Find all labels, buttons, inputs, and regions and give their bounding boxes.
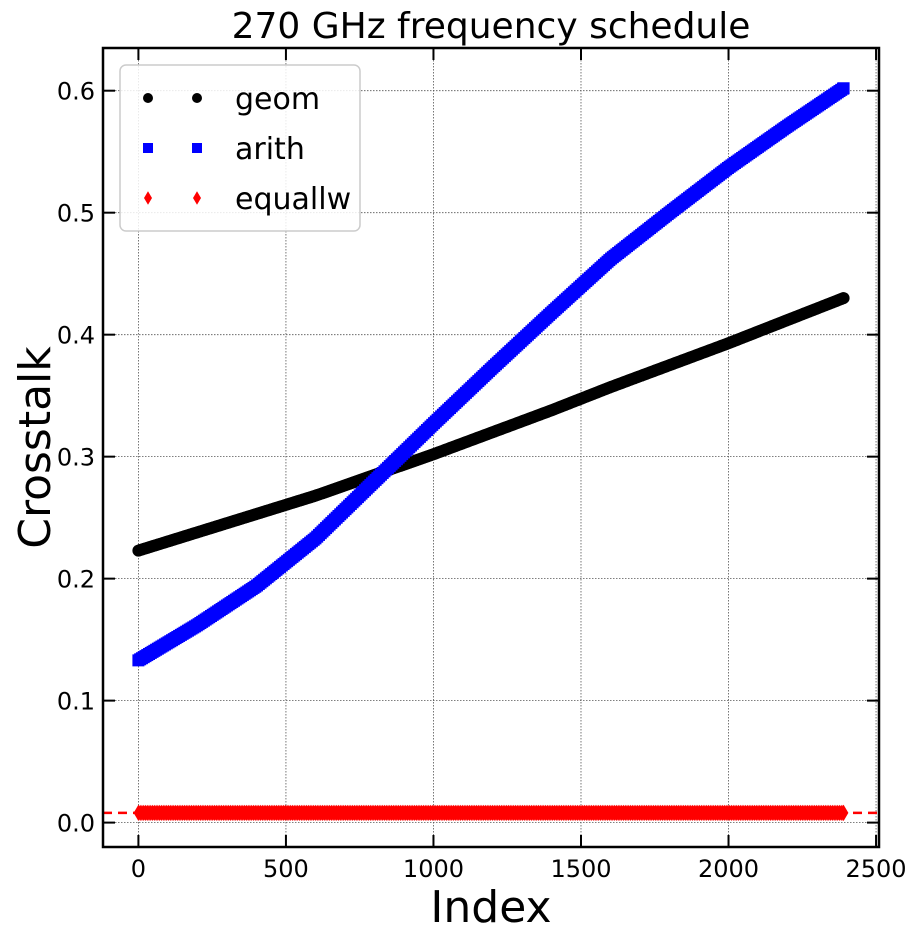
chart-title: 270 GHz frequency schedule [232,6,751,47]
x-tick-label: 2500 [846,855,907,883]
legend-marker [192,143,202,153]
x-tick-label: 500 [263,855,309,883]
legend-label: geom [235,82,320,117]
y-tick-label: 0.2 [57,566,95,594]
legend-marker [193,191,201,205]
plot-frame [101,46,881,849]
legend-label: equallw [235,182,351,217]
y-tick-label: 0.5 [57,200,95,228]
y-tick-label: 0.4 [57,322,95,350]
legend-item-arith: arith [143,132,305,167]
x-tick-label: 1000 [403,855,464,883]
y-tick-label: 0.1 [57,688,95,716]
legend-marker [143,143,153,153]
legend-marker [144,191,152,205]
legend-box [119,64,361,232]
y-tick-label: 0.3 [57,444,95,472]
series-layer [132,82,850,821]
data-point [837,82,850,95]
x-tick-label: 1500 [550,855,611,883]
series-arith [132,82,850,667]
ticks: 0 500 1000 1500 2000 2500 0.0 0.1 0.2 0.3 0.4 0.5 0.… [57,48,907,883]
legend-item-equallw: equallw [144,182,351,217]
legend-marker [192,93,202,103]
data-point [838,804,849,821]
legend-item-geom: geom [143,82,320,117]
data-point [837,292,850,305]
legend: geom arith equallw [119,64,361,232]
x-tick-label: 2000 [698,855,759,883]
y-tick-label: 0.6 [57,78,95,106]
x-axis-label: Index [430,882,551,933]
legend-label: arith [235,132,305,167]
y-axis-label: Crosstalk [10,346,61,549]
grid [103,48,879,847]
x-tick-label: 0 [131,855,146,883]
series-geom [132,292,850,557]
y-tick-label: 0.0 [57,810,95,838]
series-equallw [133,804,849,821]
legend-marker [143,93,153,103]
